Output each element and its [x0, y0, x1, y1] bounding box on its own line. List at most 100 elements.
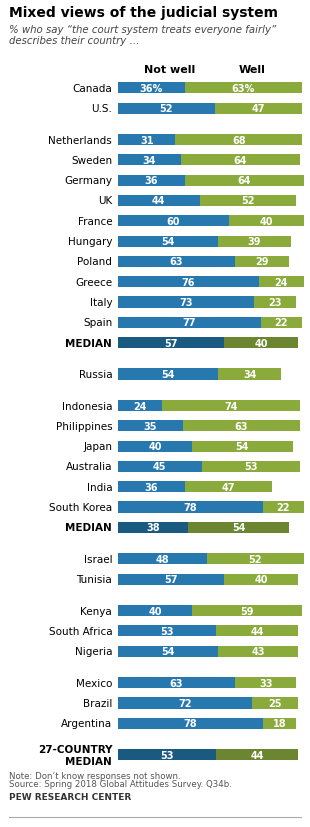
Text: Germany: Germany: [64, 176, 112, 186]
Text: 25: 25: [268, 698, 282, 708]
Text: 64: 64: [237, 176, 251, 186]
Text: 54: 54: [232, 523, 246, 533]
Text: 44: 44: [250, 626, 264, 636]
Text: 24: 24: [133, 401, 147, 411]
Bar: [118, 697, 252, 709]
Text: 38: 38: [146, 523, 160, 533]
Bar: [218, 369, 281, 380]
Bar: [181, 155, 300, 166]
Text: Poland: Poland: [78, 257, 112, 267]
Text: 60: 60: [167, 217, 180, 227]
Text: 22: 22: [275, 318, 288, 328]
Text: 57: 57: [164, 338, 178, 348]
Bar: [259, 277, 304, 288]
Text: UK: UK: [98, 196, 112, 206]
Text: Australia: Australia: [66, 462, 112, 472]
Bar: [192, 441, 293, 452]
Bar: [118, 237, 218, 247]
Bar: [118, 216, 229, 227]
Text: 72: 72: [178, 698, 192, 708]
Text: 52: 52: [159, 104, 173, 114]
Bar: [118, 749, 216, 760]
Text: Sweden: Sweden: [71, 155, 112, 165]
Text: 54: 54: [236, 442, 249, 452]
Text: 74: 74: [224, 401, 238, 411]
Text: Russia: Russia: [79, 370, 112, 380]
Bar: [263, 718, 296, 729]
Text: Indonesia: Indonesia: [62, 401, 112, 411]
Bar: [185, 481, 272, 493]
Text: 57: 57: [164, 575, 178, 585]
Text: MEDIAN: MEDIAN: [65, 338, 112, 348]
Bar: [118, 522, 188, 533]
Text: 68: 68: [232, 136, 246, 146]
Text: Italy: Italy: [90, 298, 112, 308]
Bar: [118, 400, 162, 412]
Text: 36: 36: [144, 482, 158, 492]
Text: 18: 18: [273, 719, 286, 729]
Text: 53: 53: [244, 462, 258, 472]
Bar: [118, 337, 224, 349]
Text: 29: 29: [255, 257, 269, 267]
Text: 53: 53: [160, 750, 174, 760]
Text: 48: 48: [156, 554, 169, 564]
Bar: [118, 553, 207, 565]
Bar: [118, 277, 259, 288]
Text: 78: 78: [184, 719, 197, 729]
Bar: [118, 625, 216, 637]
Text: Source: Spring 2018 Global Attitudes Survey. Q34b.: Source: Spring 2018 Global Attitudes Sur…: [9, 779, 232, 788]
Text: 73: 73: [179, 298, 193, 308]
Text: 77: 77: [183, 318, 196, 328]
Bar: [183, 421, 300, 432]
Text: 36%: 36%: [140, 84, 163, 93]
Text: 35: 35: [144, 421, 157, 432]
Text: France: France: [78, 217, 112, 227]
Text: Brazil: Brazil: [83, 698, 112, 708]
Text: 22: 22: [277, 503, 290, 513]
Text: 47: 47: [251, 104, 265, 114]
Text: MEDIAN: MEDIAN: [65, 523, 112, 533]
Bar: [216, 625, 298, 637]
Bar: [224, 337, 298, 349]
Text: 40: 40: [254, 338, 268, 348]
Text: 27-COUNTRY
MEDIAN: 27-COUNTRY MEDIAN: [38, 744, 112, 766]
Text: Japan: Japan: [83, 442, 112, 452]
Text: 40: 40: [254, 575, 268, 585]
Bar: [118, 256, 235, 268]
Bar: [261, 318, 302, 328]
Text: 47: 47: [222, 482, 235, 492]
Text: U.S.: U.S.: [91, 104, 112, 114]
Text: Canada: Canada: [73, 84, 112, 93]
Text: Philippines: Philippines: [55, 421, 112, 432]
Bar: [118, 677, 235, 688]
Bar: [235, 677, 296, 688]
Text: 40: 40: [148, 606, 162, 616]
Text: PEW RESEARCH CENTER: PEW RESEARCH CENTER: [9, 792, 131, 801]
Text: Netherlands: Netherlands: [48, 136, 112, 146]
Text: Kenya: Kenya: [81, 606, 112, 616]
Text: Argentina: Argentina: [61, 719, 112, 729]
Bar: [254, 297, 296, 308]
Bar: [118, 502, 263, 513]
Text: 39: 39: [248, 237, 261, 246]
Text: 40: 40: [260, 217, 273, 227]
Bar: [207, 553, 304, 565]
Bar: [215, 103, 302, 115]
Text: 36: 36: [144, 176, 158, 186]
Bar: [118, 369, 218, 380]
Bar: [118, 481, 185, 493]
Text: 33: 33: [259, 678, 272, 688]
Text: % who say “the court system treats everyone fairly”: % who say “the court system treats every…: [9, 25, 277, 35]
Text: 63%: 63%: [232, 84, 255, 93]
Bar: [118, 574, 224, 585]
Bar: [235, 256, 289, 268]
Bar: [118, 461, 202, 472]
Text: 63: 63: [170, 257, 183, 267]
Bar: [118, 103, 215, 115]
Bar: [162, 400, 300, 412]
Text: Mixed views of the judicial system: Mixed views of the judicial system: [9, 6, 278, 20]
Text: 34: 34: [143, 155, 156, 165]
Text: Spain: Spain: [83, 318, 112, 328]
Text: Well: Well: [238, 65, 265, 74]
Text: Note: Don’t know responses not shown.: Note: Don’t know responses not shown.: [9, 771, 181, 780]
